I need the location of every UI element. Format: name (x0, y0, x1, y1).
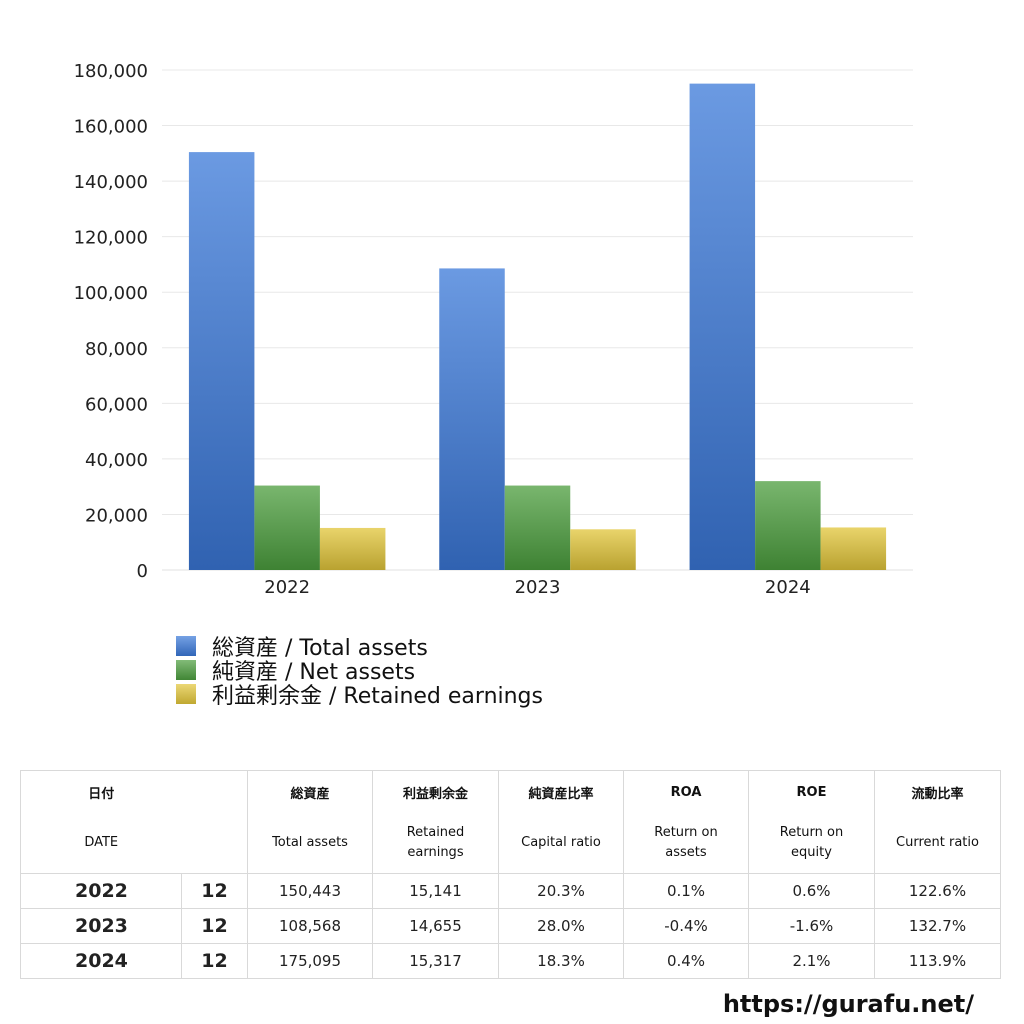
header-total-assets-jp: 総資産 (247, 770, 373, 813)
cell-current-ratio: 122.6% (874, 873, 1001, 909)
header-roe-jp: ROE (748, 770, 875, 813)
legend-label: 総資産 / Total assets (212, 636, 428, 661)
cell-year: 2022 (20, 873, 182, 909)
cell-roe: 0.6% (748, 873, 875, 909)
x-tick-label: 2024 (765, 577, 811, 598)
x-axis-ticks: 2022 2023 2024 (264, 577, 810, 598)
bar-retained-earnings-2022 (319, 527, 386, 570)
y-tick-label: 80,000 (85, 339, 148, 360)
cell-retained: 14,655 (372, 908, 499, 944)
y-tick-label: 160,000 (74, 117, 148, 138)
y-tick-label: 60,000 (85, 394, 148, 415)
header-capital-ratio-en: Capital ratio (498, 813, 624, 874)
y-tick-label: 20,000 (85, 505, 148, 526)
cell-current-ratio: 132.7% (874, 908, 1001, 944)
legend-swatch (176, 684, 196, 704)
legend: 総資産 / Total assets 純資産 / Net assets 利益剰余金 … (176, 634, 543, 709)
legend-item: 純資産 / Net assets (176, 658, 543, 685)
header-roa-en: Return on assets (623, 813, 749, 874)
header-retained-en-text: Retained earnings (406, 825, 465, 860)
header-total-assets-en: Total assets (247, 813, 373, 874)
header-current-ratio-jp: 流動比率 (874, 770, 1001, 813)
bar-total-assets-2024 (689, 83, 756, 570)
cell-current-ratio: 113.9% (874, 943, 1001, 979)
cell-capital-ratio: 28.0% (498, 908, 624, 944)
header-roa-en-text: Return on assets (654, 825, 718, 860)
legend-item: 利益剰余金 / Retained earnings (176, 682, 543, 709)
bar-net-assets-2024 (755, 481, 821, 570)
site-url[interactable]: https://gurafu.net/ (722, 990, 974, 1018)
bar-total-assets-2022 (188, 152, 255, 570)
table-header-en: DATE Total assets Retained earnings Capi… (20, 813, 1001, 874)
y-tick-label: 100,000 (74, 283, 148, 304)
y-tick-label: 180,000 (74, 61, 148, 82)
cell-month: 12 (181, 873, 248, 909)
y-tick-label: 0 (137, 561, 148, 582)
header-retained-jp: 利益剰余金 (372, 770, 499, 813)
table-row: 2023 12 108,568 14,655 28.0% -0.4% -1.6% 132.7% (20, 908, 1001, 944)
y-tick-label: 40,000 (85, 450, 148, 471)
header-date-en: DATE (20, 813, 182, 874)
bar-chart: 0 20,000 40,000 60,000 80,000 100,000 120,000 1… (74, 61, 913, 598)
bar-retained-earnings-2024 (820, 527, 887, 570)
bar-net-assets-2022 (254, 485, 320, 570)
header-blank-en (181, 813, 248, 874)
cell-roe: -1.6% (748, 908, 875, 944)
header-capital-ratio-jp: 純資産比率 (498, 770, 624, 813)
y-tick-label: 140,000 (74, 172, 148, 193)
cell-roa: 0.1% (623, 873, 749, 909)
chart-area: 0 20,000 40,000 60,000 80,000 100,000 120,000 1… (74, 61, 913, 598)
cell-total-assets: 108,568 (247, 908, 373, 944)
cell-retained: 15,317 (372, 943, 499, 979)
bar-net-assets-2023 (504, 485, 571, 570)
header-blank-jp (181, 770, 248, 813)
legend-swatch (176, 636, 196, 656)
header-roa-jp: ROA (623, 770, 749, 813)
table-header-jp: 日付 総資産 利益剰余金 純資産比率 ROA ROE 流動比率 (20, 770, 1001, 813)
legend-item: 総資産 / Total assets (176, 634, 543, 661)
cell-capital-ratio: 18.3% (498, 943, 624, 979)
cell-month: 12 (181, 908, 248, 944)
header-roe-en: Return on equity (748, 813, 875, 874)
x-tick-label: 2023 (515, 577, 561, 598)
y-axis-ticks: 0 20,000 40,000 60,000 80,000 100,000 120,000 1… (74, 61, 148, 582)
cell-year: 2024 (20, 943, 182, 979)
cell-year: 2023 (20, 908, 182, 944)
cell-retained: 15,141 (372, 873, 499, 909)
legend-swatch (176, 660, 196, 680)
legend-label: 利益剰余金 / Retained earnings (212, 684, 543, 709)
table-row: 2022 12 150,443 15,141 20.3% 0.1% 0.6% 122.6% (20, 873, 1001, 909)
bars (188, 83, 887, 570)
cell-month: 12 (181, 943, 248, 979)
cell-roa: -0.4% (623, 908, 749, 944)
header-retained-en: Retained earnings (372, 813, 499, 874)
header-roe-en-text: Return on equity (779, 825, 844, 860)
legend-label: 純資産 / Net assets (212, 660, 416, 685)
header-date-jp: 日付 (20, 770, 182, 813)
header-current-ratio-en: Current ratio (874, 813, 1001, 874)
cell-total-assets: 150,443 (247, 873, 373, 909)
cell-total-assets: 175,095 (247, 943, 373, 979)
cell-roe: 2.1% (748, 943, 875, 979)
y-tick-label: 120,000 (74, 228, 148, 249)
bar-retained-earnings-2023 (570, 529, 636, 570)
bar-total-assets-2023 (439, 268, 505, 570)
cell-roa: 0.4% (623, 943, 749, 979)
cell-capital-ratio: 20.3% (498, 873, 624, 909)
table-row: 2024 12 175,095 15,317 18.3% 0.4% 2.1% 113.9% (20, 943, 1001, 979)
table-body: 2022 12 150,443 15,141 20.3% 0.1% 0.6% 122.6% 20… (20, 873, 1001, 979)
x-tick-label: 2022 (264, 577, 310, 598)
financial-table: 日付 総資産 利益剰余金 純資産比率 ROA ROE 流動比率 DATE Tot… (20, 770, 1001, 979)
